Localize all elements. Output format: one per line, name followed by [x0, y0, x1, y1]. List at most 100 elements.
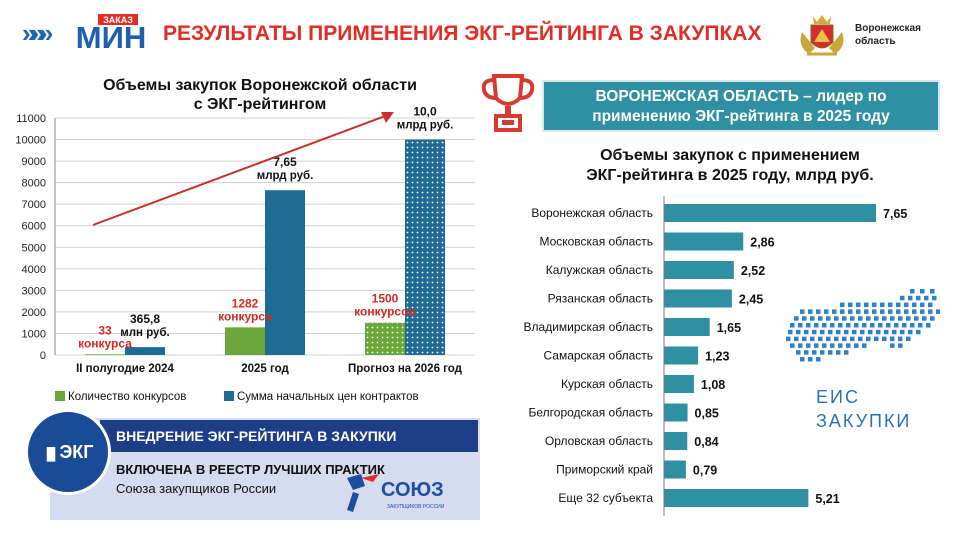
value-label: 1,08 [701, 378, 725, 392]
count-bar [225, 327, 265, 355]
map-dot [798, 323, 803, 328]
value-label: 5,21 [815, 492, 839, 506]
map-dot [828, 329, 833, 335]
map-dot [806, 343, 811, 348]
map-dot [836, 329, 841, 335]
map-dot [804, 329, 809, 335]
map-dot [890, 316, 895, 321]
map-dot [862, 343, 867, 348]
map-dot [890, 343, 895, 348]
map-dot [932, 295, 937, 301]
map-dot [806, 323, 811, 328]
map-dot [838, 323, 843, 328]
map-dot [816, 309, 821, 314]
y-tick-label: 7000 [22, 199, 46, 211]
bar [664, 403, 688, 422]
map-dot [912, 302, 917, 308]
y-tick-label: 9000 [22, 156, 46, 168]
map-dot [840, 309, 845, 314]
map-dot [874, 316, 879, 321]
value-label: 1,65 [717, 321, 741, 335]
bar [664, 318, 710, 336]
map-dot [924, 295, 929, 301]
bar [664, 204, 876, 222]
y-tick-label: 0 [40, 350, 46, 362]
map-dot [824, 309, 829, 314]
category-label: Самарская область [543, 349, 653, 363]
category-label: Еще 32 субъекта [558, 491, 653, 505]
map-dot [830, 343, 835, 348]
map-dot [856, 302, 861, 308]
map-dot [790, 323, 795, 328]
bar [664, 346, 699, 365]
map-dot [880, 302, 885, 308]
map-dot [830, 323, 835, 328]
logo-main-text: МИН [76, 20, 147, 52]
right-chart-title-line2: ЭКГ-рейтинга в 2025 году, млрд руб. [586, 167, 874, 184]
category-label: Белгородская область [529, 406, 653, 420]
count-value-label: 1500 [372, 292, 399, 306]
best-practice-line1: ВКЛЮЧЕНА В РЕЕСТР ЛУЧШИХ ПРАКТИК [116, 462, 385, 477]
soyuz-logo-sub: ЗАКУПЩИКОВ РОССИИ [387, 504, 445, 510]
y-tick-label: 2000 [22, 307, 46, 319]
map-dot [860, 329, 865, 335]
map-dot [892, 329, 897, 335]
map-dot [820, 329, 825, 335]
right-bar-chart: Воронежская область 7,65 Московская област… [524, 196, 907, 516]
map-dot [828, 350, 833, 355]
value-label: 1,23 [705, 350, 729, 364]
left-bar-chart: 0 1000 2000 3000 4000 5000 6000 7000 8000 9000 100… [15, 105, 475, 403]
map-dot [908, 295, 913, 301]
map-dot [872, 302, 877, 308]
y-tick-label: 10000 [15, 135, 46, 147]
map-dot [912, 309, 917, 314]
map-dot [880, 309, 885, 314]
map-dot [896, 309, 901, 314]
bar [664, 261, 734, 279]
map-dot [846, 323, 851, 328]
map-dot [796, 329, 801, 335]
soyuz-logo: СОЮЗ ЗАКУПЩИКОВ РОССИИ [347, 474, 445, 512]
map-dot [888, 309, 893, 314]
sum-bar-pattern [405, 139, 445, 355]
map-dot [886, 323, 891, 328]
map-dot [864, 302, 869, 308]
eis-logo-line2: ЗАКУПКИ [816, 411, 912, 431]
map-dot [812, 329, 817, 335]
map-dot [854, 323, 859, 328]
map-dot [826, 336, 831, 342]
map-dot [854, 343, 859, 348]
bars-icon: ▐▌ [42, 447, 60, 461]
bar [664, 489, 809, 507]
left-chart-title-line1: Объемы закупок Воронежской области [103, 77, 417, 94]
region-name-line1: Воронежская [855, 23, 921, 34]
leader-banner: ВОРОНЕЖСКАЯ ОБЛАСТЬ – лидер по применени… [542, 80, 940, 132]
legend-label-sum: Сумма начальных цен контрактов [237, 391, 419, 403]
map-dot [898, 343, 903, 348]
right-chart-title-line1: Объемы закупок с применением [600, 147, 860, 164]
y-tick-label: 6000 [22, 221, 46, 233]
map-dot [916, 295, 921, 301]
best-practice-header: ВНЕДРЕНИЕ ЭКГ-РЕЙТИНГА В ЗАКУПКИ [100, 420, 478, 452]
map-dot [876, 329, 881, 335]
map-dot [906, 316, 911, 321]
leader-banner-line2: применению ЭКГ-рейтинга в 2025 году [592, 108, 890, 125]
map-dot [800, 309, 805, 314]
map-dot [936, 309, 940, 314]
map-dot [920, 302, 925, 308]
count-unit-label: конкурса [78, 336, 132, 350]
count-value-label: 33 [98, 323, 112, 337]
map-dot [918, 323, 923, 328]
left-chart-title-line2: с ЭКГ-рейтингом [193, 96, 327, 113]
category-label: Владимирская область [524, 320, 653, 334]
sum-unit-label: млрд руб. [257, 170, 314, 182]
map-dot [822, 343, 827, 348]
value-label: 7,65 [883, 207, 907, 221]
category-label: Курская область [561, 377, 653, 391]
map-dot [844, 329, 849, 335]
y-tick-label: 8000 [22, 178, 46, 190]
category-label: Прогноз на 2026 год [348, 363, 463, 375]
eis-logo: ЕИС ЗАКУПКИ [816, 385, 911, 433]
sum-value-label: 365,8 [130, 312, 160, 326]
bar [664, 289, 732, 308]
